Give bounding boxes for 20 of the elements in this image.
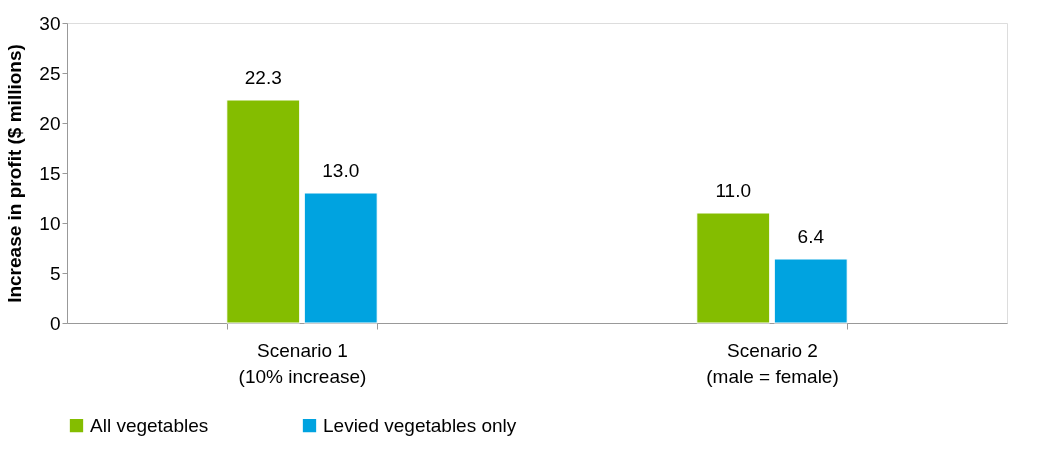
y-tick-label: 0: [49, 312, 61, 334]
y-tick-label: 30: [39, 12, 61, 34]
bar: [303, 192, 378, 324]
y-tick-label: 5: [49, 262, 61, 284]
y-tick-label: 15: [39, 162, 61, 184]
data-label: 6.4: [797, 226, 825, 247]
data-label: 13.0: [322, 160, 360, 181]
y-axis-title: Increase in profit ($ millions): [4, 44, 26, 303]
x-tick-label: Scenario 2 (male = female): [706, 339, 839, 387]
y-tick-label: 25: [39, 62, 61, 84]
data-label: 11.0: [715, 180, 752, 201]
bar: [696, 212, 771, 324]
legend-label: Levied vegetables only: [323, 414, 517, 436]
y-tick-label: 20: [39, 112, 61, 134]
bar: [226, 99, 301, 324]
bar: [773, 258, 848, 324]
x-tick-label: Scenario 1 (10% increase): [238, 339, 367, 387]
legend-label: All vegetables: [90, 414, 209, 436]
data-label: 22.3: [244, 67, 282, 88]
y-tick-label: 10: [39, 212, 61, 234]
